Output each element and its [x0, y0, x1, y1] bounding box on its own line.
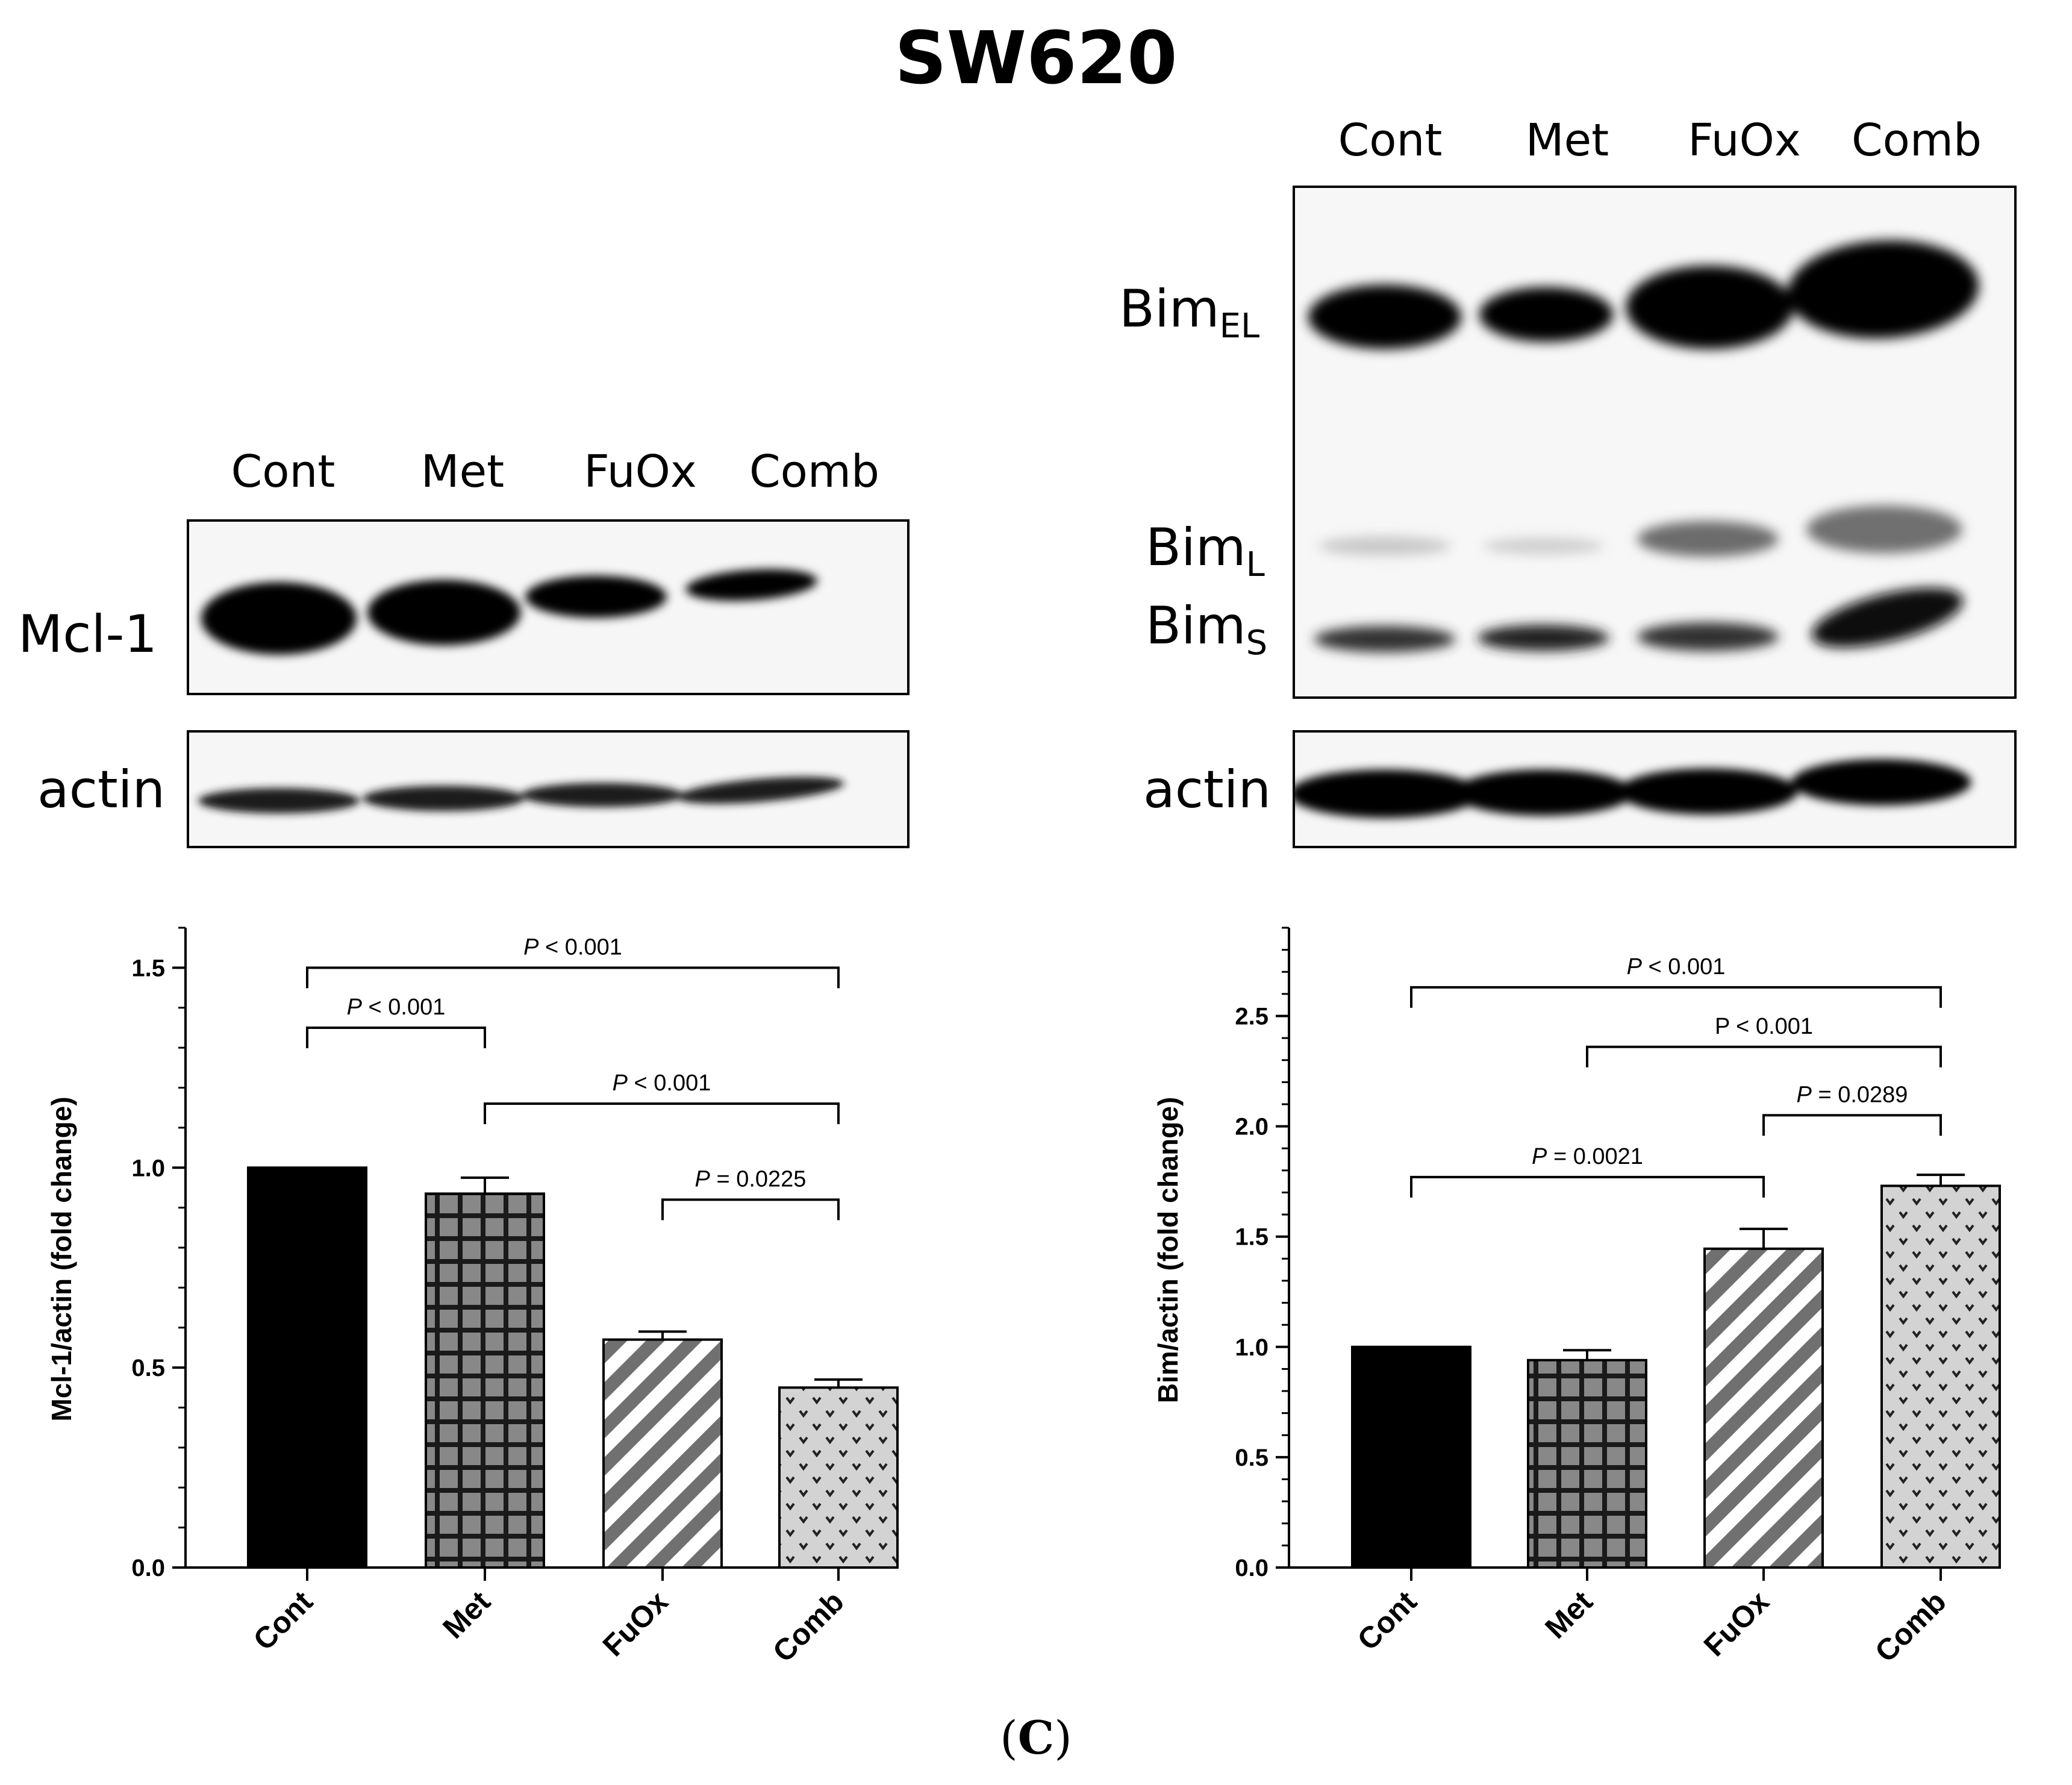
significance-bracket	[1410, 986, 1942, 1008]
bar-comb	[1880, 1184, 2001, 1569]
x-tick-label: Comb	[1868, 1584, 1953, 1669]
band-label-bim-s: BimS	[1146, 596, 1268, 663]
y-tick-label: 0.0	[131, 1555, 165, 1581]
bim-bar-chart: 0.0 0.5 1.0 1.5 2.0 2.5 Bim/actin (fold change…	[1152, 927, 2001, 1669]
significance-bracket	[1410, 1175, 1765, 1198]
p-value-label: P < 0.001	[347, 995, 446, 1020]
p-value-label: P = 0.0225	[695, 1166, 807, 1192]
y-axis-label: Bim/actin (fold change)	[1152, 1097, 1184, 1404]
significance-bracket	[306, 1026, 486, 1048]
blot-lane-label: Comb	[1851, 114, 1982, 166]
blot-lane-label: FuOx	[1688, 114, 1801, 166]
y-tick-label: 1.5	[131, 955, 165, 981]
p-value-label: P = 0.0289	[1797, 1082, 1908, 1107]
y-tick-label: 2.0	[1235, 1114, 1268, 1140]
bar-comb	[778, 1386, 899, 1569]
x-tick-label: Cont	[1351, 1584, 1423, 1657]
blot-lane-label: Met	[1525, 114, 1609, 166]
x-tick-label: FuOx	[596, 1584, 675, 1663]
figure-title: SW620	[894, 17, 1178, 101]
significance-bracket	[484, 1102, 840, 1125]
blot-lane-label: Cont	[231, 446, 335, 498]
y-tick-label: 0.5	[131, 1355, 165, 1381]
x-tick-label: Cont	[247, 1584, 319, 1657]
bar-met	[1527, 1358, 1647, 1569]
y-tick-label: 1.0	[1235, 1334, 1268, 1361]
bar-cont	[1351, 1345, 1471, 1569]
y-tick-label: 0.5	[1235, 1445, 1268, 1471]
x-tick-label: FuOx	[1697, 1584, 1776, 1663]
p-value-label: P < 0.001	[613, 1071, 711, 1096]
bar-met	[425, 1192, 545, 1569]
bar-fuox	[602, 1338, 723, 1569]
y-tick-label: 2.5	[1235, 1003, 1268, 1030]
significance-bracket	[661, 1198, 840, 1221]
bar-fuox	[1703, 1247, 1824, 1569]
p-value-label: P < 0.001	[1715, 1014, 1813, 1039]
y-tick-label: 1.5	[1235, 1224, 1268, 1251]
y-tick-label: 1.0	[131, 1155, 165, 1181]
band-label-actin: actin	[1143, 760, 1272, 820]
x-tick-label: Met	[436, 1584, 497, 1645]
band-label-actin: actin	[37, 760, 166, 820]
blot-lane-label: Cont	[1338, 114, 1443, 166]
significance-bracket	[1762, 1114, 1942, 1136]
bar-cont	[247, 1166, 367, 1569]
significance-bracket	[306, 966, 840, 989]
p-value-label: P < 0.001	[523, 934, 622, 960]
mcl1-blot-image	[187, 519, 910, 695]
significance-bracket	[1586, 1045, 1942, 1068]
band-label-bim-l: BimL	[1146, 517, 1265, 584]
actin-blot-image-left	[187, 730, 910, 848]
band-label-mcl1: Mcl-1	[18, 604, 158, 664]
panel-caption: (C)	[1000, 1711, 1072, 1765]
y-axis-label: Mcl-1/actin (fold change)	[46, 1096, 77, 1421]
actin-blot-image-right	[1293, 730, 2017, 848]
mcl1-bar-chart: 0.0 0.5 1.0 1.5 Mcl-1/actin (fold change) Con…	[46, 927, 899, 1669]
p-value-label: P < 0.001	[1627, 954, 1726, 980]
band-label-bim-el: BimEL	[1119, 279, 1260, 346]
x-tick-label: Comb	[766, 1584, 850, 1669]
blot-lane-label: Comb	[749, 446, 879, 498]
blot-lane-label: Met	[420, 446, 505, 498]
bim-blot-image	[1293, 186, 2017, 699]
x-tick-label: Met	[1538, 1584, 1599, 1645]
p-value-label: P = 0.0021	[1532, 1144, 1643, 1169]
blot-lane-label: FuOx	[584, 446, 697, 498]
y-tick-label: 0.0	[1235, 1555, 1268, 1581]
